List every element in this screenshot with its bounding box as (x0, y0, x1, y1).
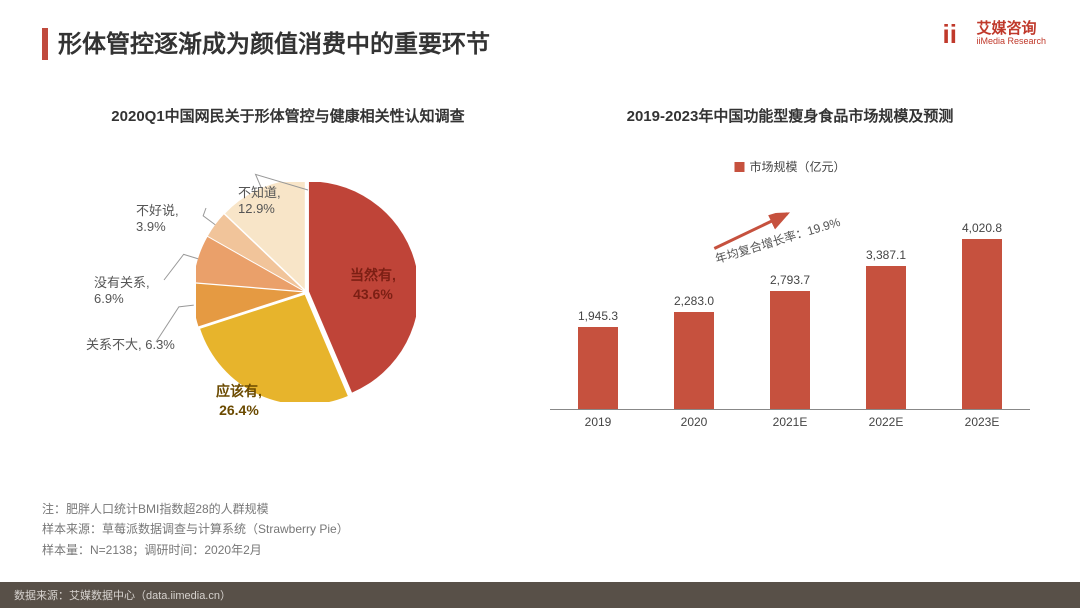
bar-column: 2019-2023年中国功能型瘦身食品市场规模及预测 市场规模（亿元） 1,945… (540, 105, 1040, 452)
bar-category-label: 2021E (773, 415, 808, 429)
pie-outer-label: 不好说,3.9% (136, 200, 179, 234)
bar-value-label: 1,945.3 (578, 309, 618, 323)
bar-item: 2,283.02020 (662, 294, 726, 409)
footnote-line: 样本量：N=2138；调研时间：2020年2月 (42, 540, 349, 560)
pie-chart: 关系不大, 6.3% 没有关系,6.9% 不好说,3.9% 不知道,12.9% 当然有,… (66, 152, 496, 452)
bar-category-label: 2022E (869, 415, 904, 429)
bar-value-label: 2,283.0 (674, 294, 714, 308)
pie-outer-label: 没有关系,6.9% (94, 272, 150, 306)
bar-category-label: 2019 (585, 415, 612, 429)
bar-legend: 市场规模（亿元） (734, 158, 845, 175)
bar-value-label: 3,387.1 (866, 248, 906, 262)
footer-source: 数据来源：艾媒数据中心（data.iimedia.cn） (0, 582, 1080, 608)
footnote-line: 样本来源：草莓派数据调查与计算系统（Strawberry Pie） (42, 519, 349, 539)
bar-rect (770, 291, 810, 409)
footnotes: 注：肥胖人口统计BMI指数超28的人群规模样本来源：草莓派数据调查与计算系统（S… (42, 499, 349, 560)
pie-outer-label: 不知道,12.9% (238, 182, 281, 216)
slide: 形体管控逐渐成为颜值消费中的重要环节 ii 艾媒咨询 iiMedia Resea… (0, 0, 1080, 608)
bar-rect (962, 239, 1002, 409)
page-title: 形体管控逐渐成为颜值消费中的重要环节 (58, 24, 1040, 59)
bar-rect (578, 327, 618, 409)
logo-en: iiMedia Research (976, 37, 1046, 46)
bar-rect (866, 266, 906, 409)
bar-category-label: 2023E (965, 415, 1000, 429)
bar-category-label: 2020 (681, 415, 708, 429)
pie-outer-label: 关系不大, 6.3% (86, 334, 175, 353)
bar-item: 2,793.72021E (758, 273, 822, 409)
charts-row: 2020Q1中国网民关于形体管控与健康相关性认知调查 关系不大, 6.3% 没有关… (56, 105, 1040, 452)
legend-swatch (734, 162, 744, 172)
pie-column: 2020Q1中国网民关于形体管控与健康相关性认知调查 关系不大, 6.3% 没有关… (56, 105, 520, 452)
bar-value-label: 2,793.7 (770, 273, 810, 287)
bar-value-label: 4,020.8 (962, 221, 1002, 235)
pie-title: 2020Q1中国网民关于形体管控与健康相关性认知调查 (56, 105, 520, 126)
bar-rect (674, 312, 714, 409)
bar-item: 1,945.32019 (566, 309, 630, 409)
legend-label: 市场规模（亿元） (749, 158, 845, 175)
pie-inner-label: 应该有,26.4% (216, 382, 262, 420)
footnote-line: 注：肥胖人口统计BMI指数超28的人群规模 (42, 499, 349, 519)
bar-chart: 市场规模（亿元）1,945.320192,283.020202,793.7202… (540, 152, 1040, 452)
bar-item: 4,020.82023E (950, 221, 1014, 409)
bar-item: 3,387.12022E (854, 248, 918, 409)
logo-icon: ii (942, 20, 970, 48)
pie-inner-label: 当然有,43.6% (350, 266, 396, 304)
bar-title: 2019-2023年中国功能型瘦身食品市场规模及预测 (540, 105, 1040, 126)
title-accent-bar (42, 28, 48, 60)
logo-cn: 艾媒咨询 (976, 21, 1046, 37)
brand-logo: ii 艾媒咨询 iiMedia Research (942, 20, 1046, 48)
